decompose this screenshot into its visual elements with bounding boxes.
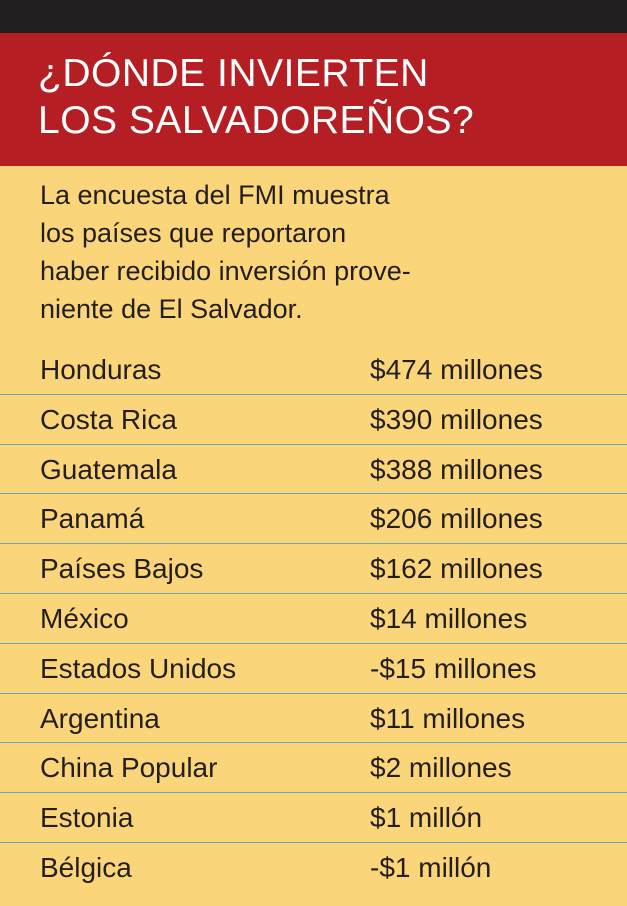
title-line-2: LOS SALVADOREÑOS? [38,99,475,142]
country-name: Guatemala [40,453,177,485]
table-row: Estados Unidos -$15 millones [0,644,627,694]
table-row: Panamá $206 millones [0,494,627,545]
table-row: México $14 millones [0,594,627,644]
investment-amount: $390 millones [370,403,543,435]
intro-line-3: haber recibido inversión prove- [40,256,411,286]
table-row: Estonia $1 millón [0,793,627,843]
table-row: China Popular $2 millones [0,743,627,794]
country-name: Honduras [40,354,162,385]
investment-amount: $388 millones [370,453,543,485]
intro-line-1: La encuesta del FMI muestra [40,180,390,210]
table-row: Guatemala $388 millones [0,445,627,495]
intro-line-2: los países que reportaron [40,218,347,248]
investment-amount: $11 millones [370,702,526,734]
investment-amount: $2 millones [370,752,512,784]
investment-amount: $206 millones [370,503,543,535]
table-row: Países Bajos $162 millones [0,544,627,594]
page-title: ¿DÓNDE INVIERTEN LOS SALVADOREÑOS? [38,50,598,144]
country-name: México [40,602,129,634]
investment-amount: -$15 millones [370,652,537,684]
title-band: ¿DÓNDE INVIERTEN LOS SALVADOREÑOS? [0,33,627,166]
country-name: Costa Rica [40,403,177,435]
table-row: Argentina $11 millones [0,694,627,744]
country-name: Panamá [40,503,145,535]
title-line-1: ¿DÓNDE INVIERTEN [38,52,429,95]
country-name: Argentina [40,702,160,734]
table-row: Costa Rica $390 millones [0,395,627,445]
table-row: Bélgica -$1 millón [0,843,627,893]
country-name: China Popular [40,752,218,784]
country-name: Estados Unidos [40,652,237,684]
table-row: Honduras $474 millones [0,345,627,395]
investment-amount: $14 millones [370,602,528,634]
investment-amount: -$1 millón [370,851,492,883]
investment-amount: $474 millones [370,354,543,385]
investment-amount: $1 millón [370,802,483,834]
investment-amount: $162 millones [370,553,543,585]
top-bar [0,0,627,33]
investment-table: Honduras $474 millones Costa Rica $390 m… [0,345,627,893]
intro-paragraph: La encuesta del FMI muestra los países q… [40,176,600,328]
intro-line-4: niente de El Salvador. [40,294,303,324]
country-name: Estonia [40,802,134,834]
country-name: Países Bajos [40,553,204,585]
country-name: Bélgica [40,851,132,883]
